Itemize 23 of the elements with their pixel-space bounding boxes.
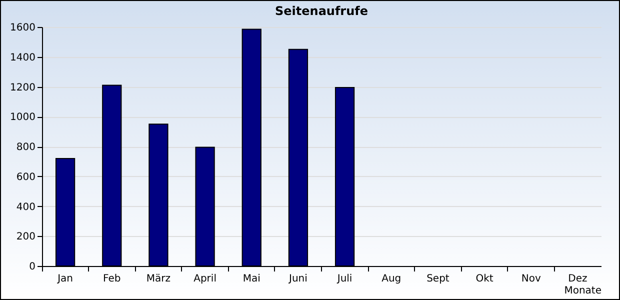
x-tick-label: Mai	[242, 274, 260, 284]
y-tick-label: 1400	[10, 52, 36, 64]
y-tick-label: 400	[16, 202, 36, 213]
y-tick-label: 1000	[10, 112, 36, 124]
y-tick-label: 200	[16, 232, 36, 243]
y-tick-label: 0	[29, 262, 36, 272]
x-tick-label: Dez	[568, 274, 588, 284]
x-axis-title: Monate	[564, 286, 602, 296]
x-tick-label: März	[146, 274, 171, 284]
x-tick-label: Juli	[336, 274, 352, 284]
y-tick-label: 1200	[10, 82, 36, 94]
y-tick-label: 600	[16, 172, 36, 183]
chart-title: Seitenaufrufe	[275, 4, 368, 18]
x-tick-label: Feb	[103, 274, 121, 284]
x-tick-label: Aug	[382, 274, 402, 284]
x-tick-label: Nov	[521, 274, 541, 284]
x-tick-label: April	[194, 274, 216, 284]
x-tick-label: Jan	[56, 274, 74, 284]
x-tick-label: Juni	[288, 274, 308, 284]
x-tick-label: Sept	[426, 274, 450, 284]
y-tick-label: 1600	[10, 22, 36, 34]
x-tick-label: Okt	[476, 274, 494, 284]
y-tick-label: 800	[16, 142, 36, 153]
